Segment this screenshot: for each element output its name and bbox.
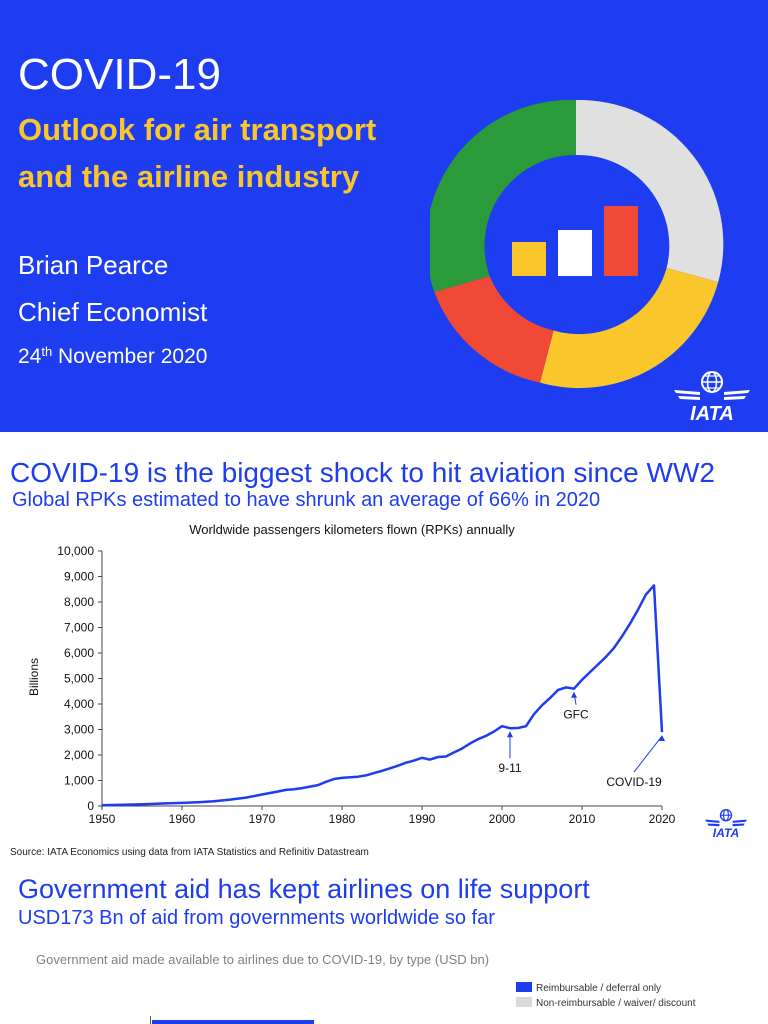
- title-slide: COVID-19 Outlook for air transport and t…: [0, 0, 768, 432]
- slide-subtitle: USD173 Bn of aid from governments worldw…: [18, 907, 495, 929]
- y-tick-label: 9,000: [64, 570, 94, 584]
- slide-title: COVID-19: [18, 50, 221, 99]
- iata-logo: IATA: [705, 809, 747, 840]
- series-group: [101, 584, 664, 807]
- slide-title: COVID-19 is the biggest shock to hit avi…: [10, 457, 715, 488]
- bar-yellow: [512, 242, 546, 276]
- annotation-arrowhead: [659, 735, 665, 742]
- aid-chart-axis: [150, 1016, 151, 1024]
- donut-graphic: [430, 99, 724, 389]
- legend-swatch: [516, 997, 532, 1007]
- y-tick-label: 2,000: [64, 748, 94, 762]
- annotations: 9-11 GFC COVID-19: [498, 691, 665, 789]
- presenter-role: Chief Economist: [18, 297, 208, 327]
- rpk-line-chart: Worldwide passengers kilometers flown (R…: [27, 522, 676, 826]
- iata-logo: IATA: [674, 371, 750, 425]
- x-tick-label: 2010: [569, 812, 596, 826]
- presentation-date: 24th November 2020: [18, 344, 207, 369]
- y-tick-label: 3,000: [64, 723, 94, 737]
- bar-white: [558, 230, 592, 276]
- x-tick-label: 1950: [89, 812, 116, 826]
- annotation-arrowhead: [507, 731, 513, 738]
- x-ticks: 1950 1960 1970 1980 1990 2000 2010 2020: [89, 806, 676, 826]
- legend-swatch: [516, 982, 532, 992]
- aid-slide: Government aid has kept airlines on life…: [0, 870, 768, 1024]
- y-tick-label: 4,000: [64, 697, 94, 711]
- donut-segment-red: [434, 276, 554, 383]
- date-rest: November 2020: [52, 345, 208, 368]
- chart-title: Worldwide passengers kilometers flown (R…: [189, 522, 515, 537]
- iata-wordmark: IATA: [690, 403, 734, 425]
- presenter-name: Brian Pearce: [18, 250, 169, 280]
- y-ticks: 0 1,000 2,000 3,000 4,000 5,000 6,000 7,000 8,00…: [57, 544, 102, 813]
- globe-icon: [719, 809, 733, 822]
- donut-segment-grey: [576, 99, 724, 282]
- x-tick-label: 1970: [249, 812, 276, 826]
- legend-label: Non-reimbursable / waiver/ discount: [536, 998, 696, 1009]
- donut-ring: [430, 99, 724, 389]
- wings-icon: [705, 819, 747, 827]
- y-tick-label: 7,000: [64, 621, 94, 635]
- y-tick-label: 6,000: [64, 646, 94, 660]
- x-tick-label: 1980: [329, 812, 356, 826]
- annotation-arrowhead: [571, 691, 577, 698]
- legend-label: Reimbursable / deferral only: [536, 983, 662, 994]
- annotation-arrow: [633, 735, 663, 773]
- legend-item-reimbursable: Reimbursable / deferral only: [516, 982, 661, 994]
- iata-wordmark: IATA: [713, 826, 739, 840]
- x-tick-label: 2020: [649, 812, 676, 826]
- rpk-slide: COVID-19 is the biggest shock to hit avi…: [0, 447, 768, 865]
- date-suffix: th: [41, 344, 53, 359]
- annotation-label: 9-11: [498, 761, 521, 775]
- wings-icon: [674, 390, 750, 400]
- y-axis-label: Billions: [27, 658, 41, 696]
- y-tick-label: 10,000: [57, 544, 94, 558]
- slide-subtitle: Outlook for air transport and the airlin…: [18, 112, 377, 194]
- date-day: 24: [18, 345, 42, 368]
- donut-segment-yellow: [540, 268, 719, 389]
- chart-title: Government aid made available to airline…: [36, 952, 490, 967]
- y-tick-label: 1,000: [64, 774, 94, 788]
- x-tick-label: 1960: [169, 812, 196, 826]
- legend-item-non-reimbursable: Non-reimbursable / waiver/ discount: [516, 997, 696, 1009]
- annotation-label: COVID-19: [606, 775, 662, 789]
- y-tick-label: 5,000: [64, 672, 94, 686]
- bar-red: [604, 206, 638, 276]
- x-tick-label: 2000: [489, 812, 516, 826]
- y-tick-label: 8,000: [64, 595, 94, 609]
- chart-axes: [101, 551, 662, 807]
- donut-segment-green: [430, 99, 576, 292]
- y-tick-label: 0: [87, 799, 94, 813]
- x-tick-label: 1990: [409, 812, 436, 826]
- annotation-label: GFC: [563, 708, 589, 722]
- slide-subtitle: Global RPKs estimated to have shrunk an …: [12, 489, 601, 511]
- globe-icon: [701, 371, 723, 393]
- chart-source: Source: IATA Economics using data from I…: [10, 847, 369, 858]
- rpk-series-line: [101, 584, 664, 807]
- slide-title: Government aid has kept airlines on life…: [18, 874, 590, 904]
- aid-bar: [152, 1020, 314, 1024]
